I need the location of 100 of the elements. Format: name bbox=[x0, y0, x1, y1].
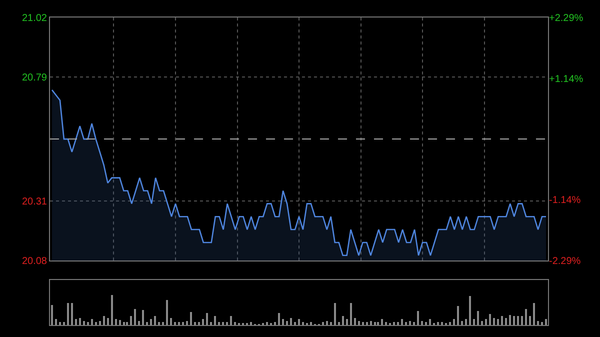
bar bbox=[226, 322, 228, 325]
bar bbox=[75, 318, 77, 325]
bar bbox=[206, 312, 208, 325]
bar bbox=[51, 304, 53, 325]
bar bbox=[190, 312, 192, 325]
bar bbox=[461, 320, 463, 325]
bar bbox=[222, 322, 224, 325]
bar bbox=[342, 316, 344, 325]
bar bbox=[405, 322, 407, 325]
bar bbox=[453, 318, 455, 325]
y2-tick-label: -2.29% bbox=[549, 256, 581, 268]
bar bbox=[186, 320, 188, 325]
bar bbox=[441, 322, 443, 325]
bar bbox=[326, 320, 328, 325]
bar bbox=[413, 322, 415, 325]
bar bbox=[381, 318, 383, 325]
bar bbox=[545, 318, 547, 325]
bar bbox=[362, 322, 364, 325]
bar bbox=[338, 322, 340, 325]
bar bbox=[417, 310, 419, 325]
bar bbox=[354, 318, 356, 325]
bar bbox=[87, 322, 89, 325]
bar bbox=[71, 302, 73, 325]
bar bbox=[142, 310, 144, 325]
bar bbox=[477, 310, 479, 325]
bar bbox=[286, 320, 288, 325]
bar bbox=[126, 322, 128, 325]
bar bbox=[130, 316, 132, 325]
bar bbox=[310, 322, 312, 325]
bar bbox=[194, 322, 196, 325]
y-tick-label: 20.31 bbox=[22, 196, 48, 208]
bar bbox=[521, 316, 523, 325]
bar bbox=[266, 322, 268, 325]
bar bbox=[525, 308, 527, 325]
y-tick-label: 21.02 bbox=[22, 13, 48, 24]
y2-tick-label: +1.14% bbox=[549, 74, 584, 86]
bar bbox=[493, 318, 495, 325]
bar bbox=[290, 318, 292, 325]
bar bbox=[99, 320, 101, 325]
bar bbox=[170, 318, 172, 325]
bar bbox=[421, 320, 423, 325]
bar bbox=[366, 322, 368, 325]
bar bbox=[59, 322, 61, 325]
bar bbox=[377, 322, 379, 325]
bar bbox=[529, 316, 531, 325]
bar bbox=[154, 316, 156, 325]
bar bbox=[138, 320, 140, 325]
bar bbox=[210, 322, 212, 325]
bar bbox=[234, 322, 236, 325]
bar bbox=[95, 322, 97, 325]
bar bbox=[541, 322, 543, 325]
bar bbox=[350, 302, 352, 325]
bar bbox=[457, 306, 459, 325]
bar bbox=[397, 322, 399, 325]
bar bbox=[278, 312, 280, 325]
bar bbox=[393, 322, 395, 325]
bar bbox=[374, 322, 376, 325]
bar bbox=[294, 322, 296, 325]
bar bbox=[158, 322, 160, 325]
bar bbox=[497, 318, 499, 325]
bar bbox=[150, 318, 152, 325]
bar bbox=[134, 308, 136, 325]
bar bbox=[83, 320, 85, 325]
bar bbox=[230, 316, 232, 325]
bar bbox=[298, 318, 300, 325]
y-tick-label: 20.08 bbox=[22, 256, 48, 268]
bar bbox=[214, 316, 216, 325]
bar bbox=[489, 314, 491, 325]
bar bbox=[198, 322, 200, 325]
bar bbox=[425, 322, 427, 325]
bar bbox=[330, 322, 332, 325]
bar bbox=[174, 322, 176, 325]
bar bbox=[513, 316, 515, 325]
bar bbox=[505, 318, 507, 325]
bar bbox=[537, 320, 539, 325]
bar bbox=[509, 314, 511, 325]
y2-tick-label: +2.29% bbox=[549, 13, 584, 24]
bar bbox=[55, 318, 57, 325]
bar bbox=[202, 318, 204, 325]
bar bbox=[437, 322, 439, 325]
bar bbox=[370, 320, 372, 325]
bar bbox=[429, 318, 431, 325]
bar bbox=[302, 322, 304, 325]
bar bbox=[250, 322, 252, 325]
bar bbox=[79, 318, 81, 325]
bar bbox=[166, 300, 168, 325]
bar bbox=[322, 322, 324, 325]
bar bbox=[103, 316, 105, 325]
bar bbox=[123, 322, 125, 325]
bar bbox=[111, 294, 113, 325]
bar bbox=[107, 318, 109, 325]
bar bbox=[218, 322, 220, 325]
bar bbox=[146, 322, 148, 325]
bar bbox=[409, 320, 411, 325]
bar bbox=[119, 320, 121, 325]
bar bbox=[162, 322, 164, 325]
bar bbox=[469, 296, 471, 325]
bar bbox=[481, 320, 483, 325]
bar bbox=[91, 318, 93, 325]
bar bbox=[358, 320, 360, 325]
